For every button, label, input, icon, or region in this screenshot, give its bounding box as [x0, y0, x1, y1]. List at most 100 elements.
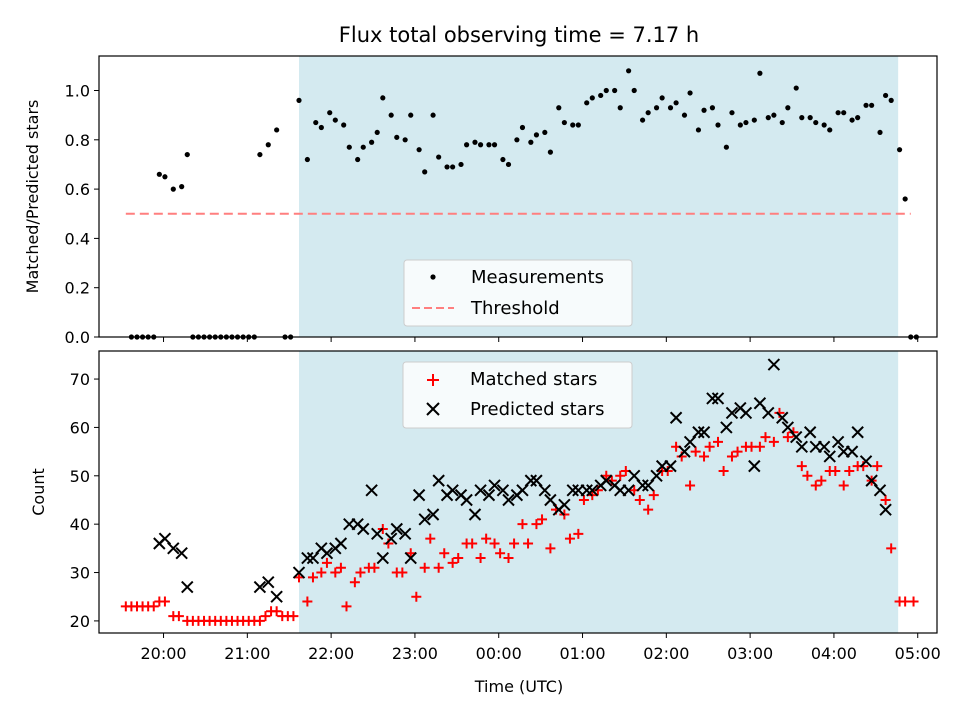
- measurement-point: [751, 117, 757, 123]
- predicted-star-point: [831, 435, 845, 449]
- measurement-point: [486, 142, 492, 148]
- measurement-point: [799, 115, 805, 121]
- x-tick-label: 00:00: [476, 644, 522, 663]
- top-y-tick-label: 1.0: [65, 82, 90, 101]
- top-y-axis-label: Matched/Predicted stars: [23, 100, 42, 294]
- measurement-point: [257, 151, 263, 158]
- bottom-y-tick-label: 20: [70, 612, 90, 631]
- predicted-star-point: [859, 455, 873, 468]
- bottom-y-tick-label: 70: [70, 370, 90, 389]
- predicted-star-point: [412, 488, 426, 502]
- measurement-point: [771, 112, 777, 118]
- predicted-star-point: [432, 474, 445, 487]
- measurement-point: [709, 105, 716, 111]
- measurement-point: [570, 122, 576, 128]
- measurement-point: [542, 129, 548, 136]
- predicted-star-point: [460, 493, 473, 507]
- x-tick-label: 03:00: [727, 644, 773, 663]
- matched-star-point: [900, 596, 911, 607]
- matched-star-point: [503, 553, 514, 564]
- top-y-tick-label: 0.0: [65, 328, 90, 347]
- x-tick-label: 20:00: [140, 644, 186, 663]
- predicted-star-point: [706, 392, 719, 405]
- matched-star-point: [489, 538, 500, 549]
- predicted-star-point: [446, 484, 459, 497]
- predicted-star-point: [669, 411, 683, 424]
- measurement-point: [855, 115, 861, 121]
- predicted-star-point: [398, 527, 412, 541]
- matched-star-point: [746, 441, 757, 452]
- measurement-point: [327, 110, 333, 116]
- predicted-star-point: [622, 484, 635, 497]
- predicted-star-point: [586, 484, 599, 497]
- matched-star-point: [321, 557, 332, 568]
- matched-star-point: [271, 606, 282, 617]
- matched-star-point: [537, 514, 548, 525]
- top-legend-box: [403, 259, 633, 327]
- predicted-star-point: [879, 503, 892, 516]
- measurement-point: [341, 122, 347, 128]
- measurement-point: [645, 110, 651, 116]
- measurement-point: [813, 119, 819, 126]
- matched-star-point: [509, 538, 520, 549]
- legend-predicted-marker: [426, 402, 440, 416]
- measurement-point: [681, 112, 688, 118]
- matched-star-point: [260, 611, 271, 622]
- matched-star-point: [254, 615, 265, 626]
- matched-star-point: [886, 543, 897, 554]
- predicted-star-point: [262, 576, 275, 589]
- predicted-star-point: [803, 426, 817, 439]
- measurement-point: [584, 100, 590, 106]
- measurement-point: [729, 110, 735, 116]
- measurement-point: [807, 115, 813, 121]
- top-y-tick-label: 0.2: [65, 279, 90, 298]
- matched-star-point: [419, 562, 430, 573]
- measurement-point: [360, 144, 366, 150]
- matched-star-point: [481, 533, 492, 544]
- matched-star-point: [148, 601, 159, 612]
- predicted-star-point: [790, 430, 803, 444]
- predicted-star-point: [418, 513, 431, 526]
- measurement-point: [695, 127, 702, 133]
- measurement-point: [598, 92, 604, 99]
- predicted-star-point: [600, 474, 613, 487]
- predicted-star-point: [167, 542, 180, 555]
- bottom-y-tick-label: 50: [70, 467, 90, 486]
- measurement-point: [757, 70, 763, 76]
- predicted-star-point: [776, 411, 789, 424]
- matched-star-point: [578, 494, 589, 505]
- matched-star-point: [475, 553, 486, 564]
- predicted-star-point: [817, 440, 831, 453]
- matched-star-point: [316, 567, 327, 578]
- measurement-point: [458, 161, 464, 168]
- measurement-point: [612, 87, 618, 94]
- matched-star-point: [411, 591, 422, 602]
- measurement-point: [639, 117, 646, 123]
- matched-star-point: [634, 494, 645, 505]
- predicted-star-point: [502, 493, 515, 507]
- measurement-point: [394, 134, 400, 140]
- x-tick-label: 23:00: [392, 644, 438, 663]
- measurement-point: [533, 132, 540, 138]
- measurement-point: [737, 122, 743, 128]
- predicted-star-point: [292, 566, 306, 579]
- predicted-star-point: [739, 406, 753, 420]
- measurement-point: [863, 102, 869, 108]
- bottom-plot-panel: 20 30 40 50 60 70 20:00 21:00 22:00 23:00 00:00 01…: [29, 350, 941, 663]
- matched-star-point: [288, 611, 299, 622]
- predicted-star-point: [181, 580, 194, 594]
- matched-star-point: [564, 533, 575, 544]
- bottom-y-tick-label: 30: [70, 564, 90, 583]
- measurement-point: [603, 87, 609, 94]
- measurement-point: [156, 171, 162, 177]
- matched-star-point: [718, 465, 729, 476]
- predicted-star-point: [482, 488, 496, 502]
- x-tick-label: 22:00: [308, 644, 354, 663]
- predicted-star-point: [558, 498, 571, 512]
- predicted-star-point: [873, 484, 887, 497]
- bottom-legend: Matched stars Predicted stars: [402, 361, 633, 429]
- matched-star-point: [648, 490, 659, 501]
- measurement-point: [659, 95, 665, 101]
- matched-star-point: [732, 446, 743, 457]
- predicted-star-point: [711, 392, 725, 405]
